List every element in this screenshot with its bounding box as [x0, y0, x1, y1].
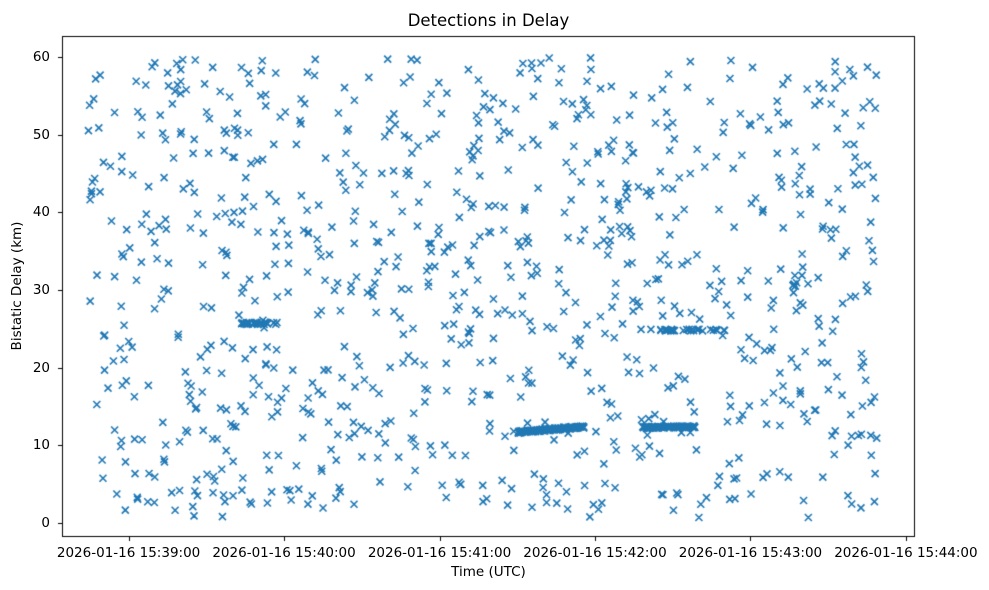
x-tick-label: 2026-01-16 15:39:00	[56, 545, 201, 561]
y-tick-label: 50	[32, 126, 50, 143]
x-tick-label: 2026-01-16 15:44:00	[834, 545, 978, 561]
y-tick-label: 60	[32, 48, 50, 65]
x-tick-label: 2026-01-16 15:42:00	[523, 545, 667, 561]
y-tick-label: 30	[32, 281, 50, 298]
x-tick-label: 2026-01-16 15:43:00	[678, 545, 823, 561]
x-tick-label: 2026-01-16 15:40:00	[212, 545, 356, 561]
y-tick-label: 0	[41, 515, 50, 532]
y-tick-label: 20	[32, 359, 50, 376]
y-tick-label: 40	[32, 204, 50, 221]
chart-title: Detections in Delay	[407, 11, 570, 30]
y-tick-label: 10	[32, 437, 50, 454]
x-axis-label: Time (UTC)	[451, 564, 526, 580]
x-tick-label: 2026-01-16 15:41:00	[367, 545, 512, 561]
